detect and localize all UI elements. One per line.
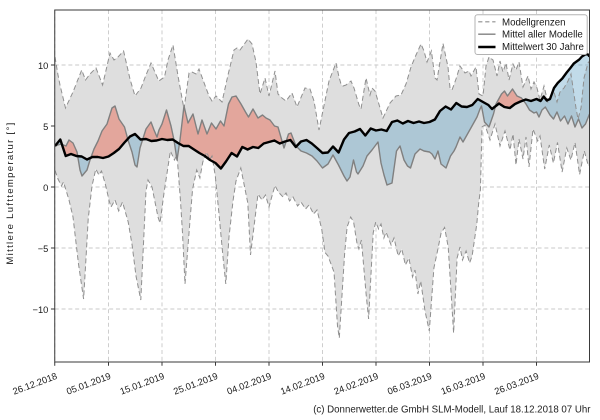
svg-text:−5: −5 [38,244,49,254]
svg-text:Modellgrenzen: Modellgrenzen [502,17,566,28]
svg-text:10: 10 [38,61,48,71]
svg-text:(c) Donnerwetter.de GmbH SLM-M: (c) Donnerwetter.de GmbH SLM-Modell, Lau… [313,405,591,416]
svg-text:0: 0 [43,183,48,193]
svg-text:−10: −10 [33,305,49,315]
svg-text:Mittel aller Modelle: Mittel aller Modelle [502,30,583,41]
svg-text:5: 5 [43,122,48,132]
svg-text:Mittlere Lufttemperatur [°]: Mittlere Lufttemperatur [°] [5,121,16,264]
svg-text:Mittelwert 30 Jahre: Mittelwert 30 Jahre [502,42,584,53]
